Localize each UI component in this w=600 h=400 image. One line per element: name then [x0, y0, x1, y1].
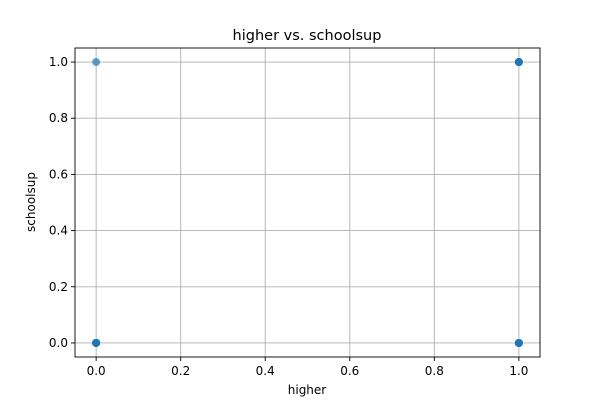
- plot-frame: [74, 47, 541, 358]
- y-axis-label: schoolsup: [24, 172, 38, 232]
- y-tick-label: 0.0: [49, 336, 68, 350]
- x-tick-label: 0.0: [87, 364, 106, 378]
- scatter-point: [514, 58, 523, 67]
- axis-ticks: 0.0 0.2 0.4 0.6 0.8 1.0 0.0 0.2 0.4 0.6 0.8 1.0: [49, 55, 529, 378]
- x-tick-label: 0.6: [340, 364, 359, 378]
- x-tick-label: 0.2: [171, 364, 190, 378]
- scatter-point: [92, 338, 101, 347]
- y-tick-label: 0.2: [49, 280, 68, 294]
- y-tick-label: 1.0: [49, 55, 68, 69]
- y-tick-label: 0.4: [49, 224, 68, 238]
- x-tick-label: 1.0: [509, 364, 528, 378]
- x-tick-label: 0.8: [425, 364, 444, 378]
- chart-title: higher vs. schoolsup: [233, 28, 382, 44]
- y-tick-label: 0.8: [49, 111, 68, 125]
- y-tick-label: 0.6: [49, 167, 68, 181]
- scatter-point: [92, 58, 101, 67]
- x-tick-label: 0.4: [256, 364, 275, 378]
- data-points: [92, 58, 523, 347]
- scatter-point: [514, 338, 523, 347]
- x-axis-label: higher: [288, 383, 327, 397]
- grid: [75, 48, 540, 357]
